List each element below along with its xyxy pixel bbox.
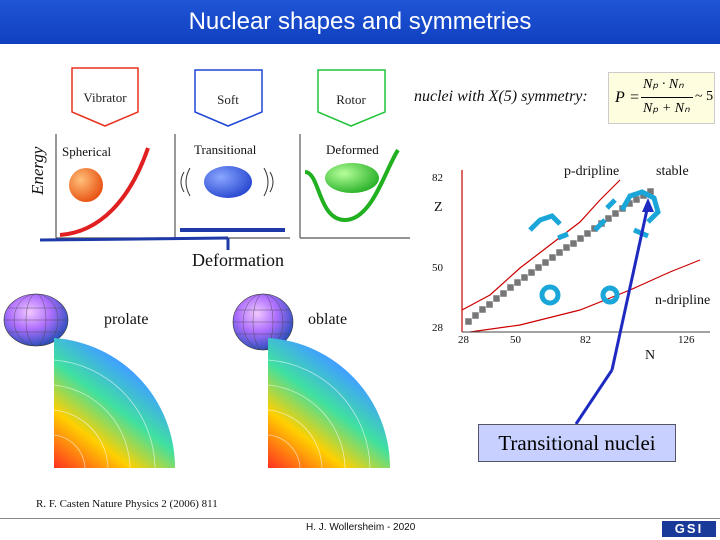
soft-box xyxy=(194,69,263,127)
transitional-nuclei-box: Transitional nuclei xyxy=(478,424,676,462)
spherical-nucleus-icon xyxy=(69,168,103,202)
p-dripline-label: p-dripline xyxy=(564,164,620,179)
potential-diagrams xyxy=(39,67,410,250)
deformed-label: Deformed xyxy=(326,142,379,157)
n-tick-82: 82 xyxy=(580,334,591,346)
rotor-box xyxy=(317,69,386,127)
vibrator-label: Vibrator xyxy=(83,90,127,105)
page-title: Nuclear shapes and symmetries xyxy=(188,8,532,35)
prolate-triangle xyxy=(54,338,176,468)
formula-numerator: Nₚ · Nₙ xyxy=(643,77,684,92)
n-axis-label: N xyxy=(645,348,656,363)
spherical-label: Spherical xyxy=(62,144,112,159)
transitional-nucleus-icon xyxy=(204,166,252,198)
deformed-nucleus-icon xyxy=(325,163,379,193)
beta-gamma-plots xyxy=(3,293,391,469)
title-bar xyxy=(0,0,720,44)
formula-denominator: Nₚ + Nₙ xyxy=(643,101,690,116)
prolate-label: prolate xyxy=(104,311,149,328)
p-dripline-line xyxy=(461,179,621,311)
n-tick-50: 50 xyxy=(510,334,521,346)
formula-box: P = Nₚ · Nₙ Nₚ + Nₙ ~ 5 xyxy=(608,72,715,124)
stable-label: stable xyxy=(656,164,689,179)
rotor-potential xyxy=(304,148,400,223)
n-tick-28: 28 xyxy=(458,334,469,346)
reference-text: R. F. Casten Nature Physics 2 (2006) 811 xyxy=(36,498,218,510)
gsi-logo-text: GSI xyxy=(674,521,704,536)
oblate-triangle xyxy=(268,338,391,468)
formula-p: P xyxy=(615,89,625,106)
z-tick-50: 50 xyxy=(432,262,443,274)
footer-divider xyxy=(0,518,720,519)
z-axis-label: Z xyxy=(434,200,443,215)
n-tick-126: 126 xyxy=(678,334,695,346)
nuclide-chart xyxy=(461,170,710,333)
author-text: H. J. Wollersheim - 2020 xyxy=(306,522,416,533)
z-tick-82: 82 xyxy=(432,172,443,184)
z-tick-28: 28 xyxy=(432,322,443,334)
formula-approx: ~ 5 xyxy=(695,89,714,104)
oblate-label: oblate xyxy=(308,311,348,328)
symmetry-text: nuclei with X(5) symmetry: xyxy=(414,88,588,105)
soft-label: Soft xyxy=(217,92,239,107)
rotor-label: Rotor xyxy=(336,92,366,107)
transitional-label: Transitional xyxy=(194,142,257,157)
n-dripline-label: n-dripline xyxy=(655,293,711,308)
formula-eq: = xyxy=(629,89,640,106)
vibrator-box xyxy=(71,67,139,127)
deformation-label: Deformation xyxy=(192,250,284,270)
vibrator-potential xyxy=(59,147,150,237)
gsi-logo: GSI xyxy=(662,521,716,537)
